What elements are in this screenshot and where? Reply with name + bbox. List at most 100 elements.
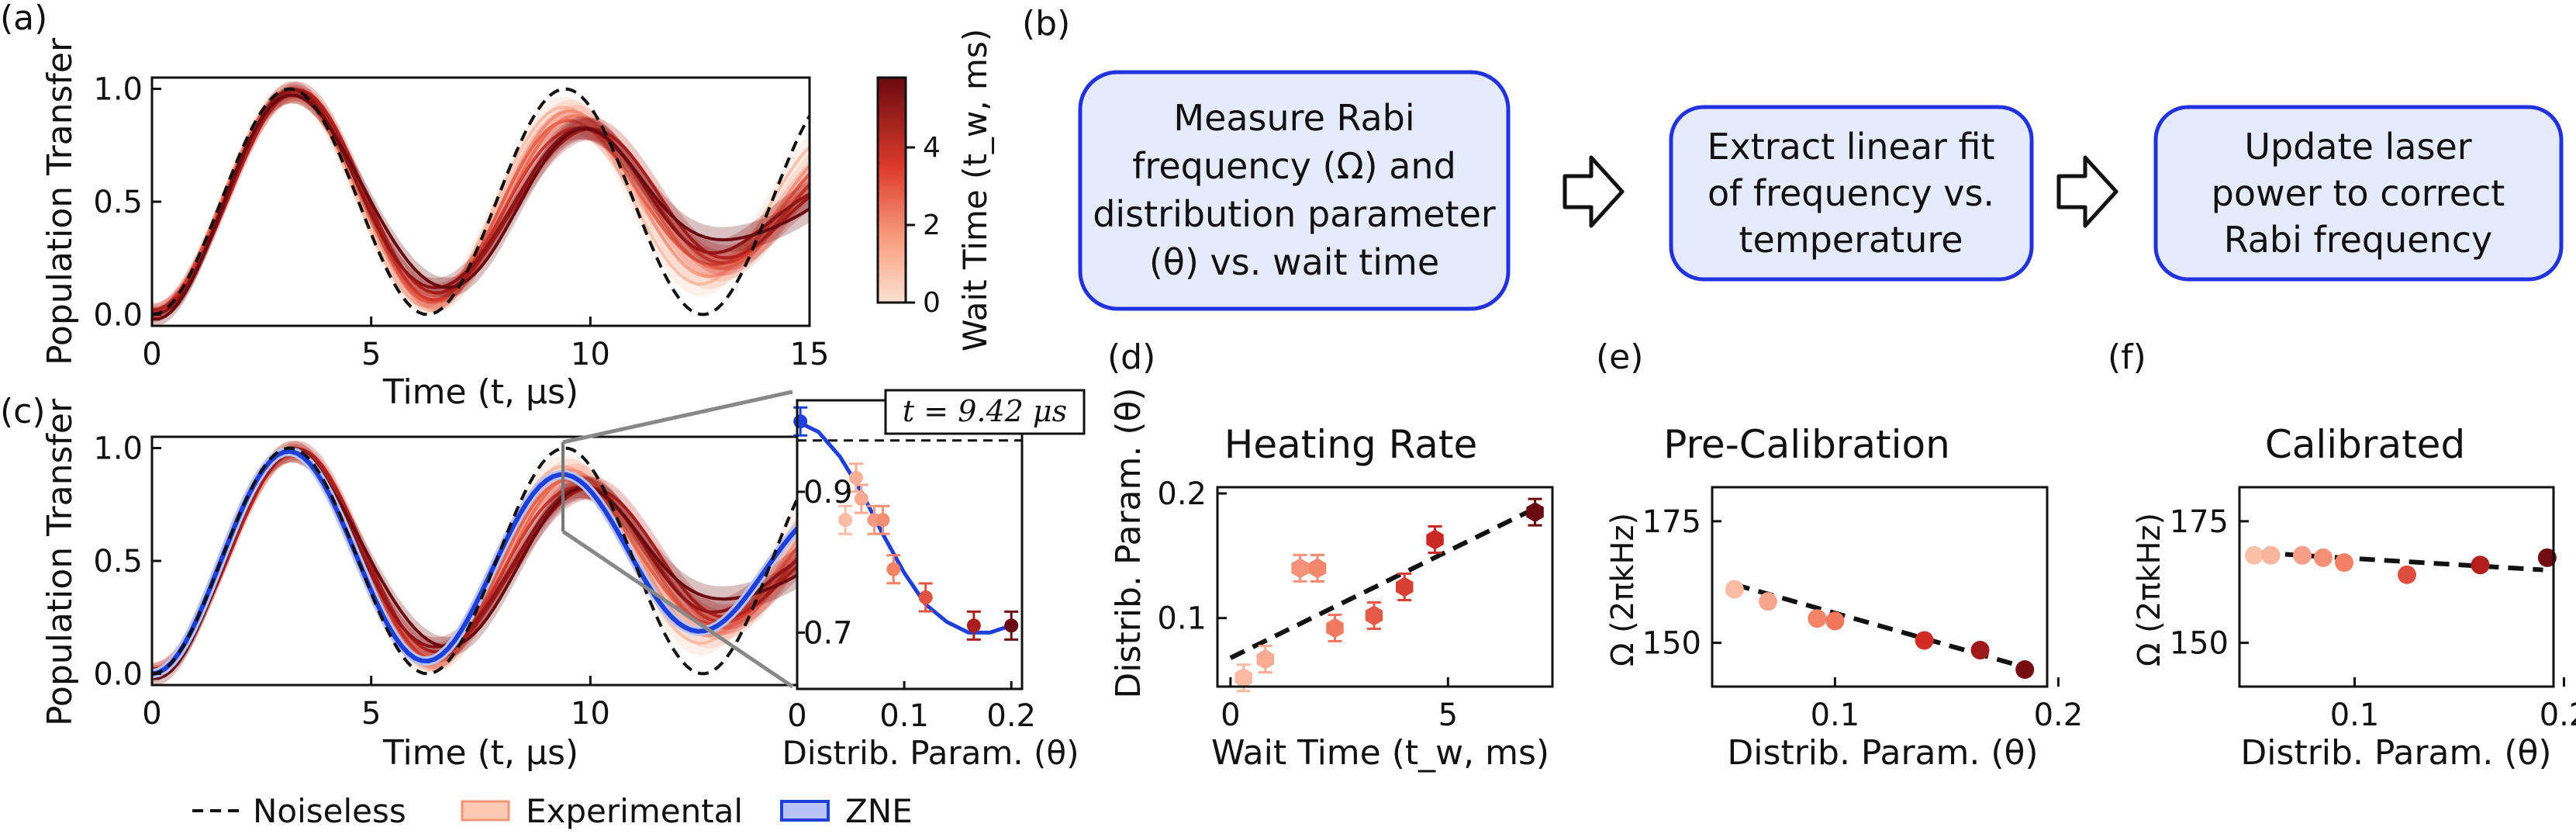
panel-d-ylabel: Distrib. Param. (θ): [1109, 387, 1148, 698]
inset-y-tick-label: 0.9: [803, 475, 853, 510]
noiseless-line: [152, 87, 810, 317]
inset-annotation: t = 9.42 μs: [903, 394, 1067, 428]
y-tick-label: 0.1: [1157, 601, 1207, 637]
data-point: [2398, 565, 2416, 584]
panel-a-ticks: 0 5 10 15 0.0 0.5 1.0: [93, 72, 829, 372]
panel-a-ylabel: Population Transfer: [40, 37, 80, 365]
panel-c: 0 5 10 0.0 0.5 1.0 Time (t, μs) Population Tr…: [40, 398, 811, 773]
inset-x-tick-label: 0: [787, 698, 806, 734]
data-point: [1396, 576, 1414, 597]
y-tick-label: 0.2: [1157, 476, 1207, 512]
inset-point: [838, 513, 853, 528]
data-point: [1308, 558, 1327, 579]
y-tick-label: 175: [1642, 504, 1701, 540]
data-point: [1725, 580, 1744, 599]
panel-d-title: Heating Rate: [1224, 422, 1477, 467]
flow-box-extract-line1: Extract linear fit: [1707, 126, 1994, 168]
inset-x-tick-label: 0.2: [986, 698, 1036, 734]
experimental-band: [152, 442, 810, 682]
flow-box-update-line1: Update laser: [2244, 126, 2471, 168]
data-point: [1234, 667, 1252, 688]
colorbar-gradient: [876, 76, 907, 304]
x-tick-label: 0: [142, 337, 161, 372]
panel-f-plot-area: [2244, 545, 2557, 584]
zoom-guides: [561, 389, 794, 689]
flow-arrow-2: [2056, 155, 2118, 228]
panel-f: Calibrated 0.1 0.2 150 175 Distrib. Param. …: [2132, 422, 2576, 773]
x-tick-label: 0: [1221, 697, 1240, 733]
panel-c-plot-area: [152, 440, 810, 685]
x-tick-label: 0.2: [2540, 697, 2576, 733]
data-point: [1759, 592, 1777, 611]
legend-noiseless: Noiseless: [253, 792, 406, 830]
panel-e-ylabel: Ω (2πkHz): [1605, 513, 1641, 666]
colorbar-tick-0: 0: [923, 287, 941, 319]
experimental-trace: [152, 93, 810, 321]
panel-e: Pre-Calibration 0.1 0.2 150 175 Distrib. Pa…: [1605, 422, 2083, 773]
y-tick-label: 0.0: [93, 297, 143, 333]
flow-box-measure-line1: Measure Rabi: [1173, 97, 1414, 139]
data-point: [2244, 545, 2263, 565]
colorbar: 0 2 4 Wait Time (t_w, ms): [876, 29, 994, 351]
panel-f-ticks: 0.1 0.2 150 175: [2170, 504, 2576, 733]
panel-f-title: Calibrated: [2265, 422, 2465, 467]
inset-point: [966, 618, 981, 633]
flow-box-update-line2: power to correct: [2212, 172, 2505, 214]
inset-point: [854, 492, 868, 507]
panel-d-xlabel: Wait Time (t_w, ms): [1211, 733, 1549, 773]
data-point: [2261, 545, 2281, 565]
panel-d-plot-area: [1229, 497, 1544, 693]
panel-a-plot-area: [152, 81, 810, 326]
y-tick-label: 0.5: [93, 185, 143, 220]
x-tick-label: 5: [361, 337, 381, 372]
panel-label-f: (f): [2108, 337, 2146, 377]
panel-c-ylabel: Population Transfer: [40, 398, 80, 726]
panel-f-frame: [2238, 486, 2555, 688]
panel-label-d: (d): [1107, 337, 1155, 377]
panel-e-frame: [1711, 486, 2049, 688]
panel-a: 0 5 10 15 0.0 0.5 1.0 Time (t, μs) Population …: [40, 37, 829, 412]
data-point: [1526, 502, 1544, 523]
panel-c-ticks: 0 5 10 0.0 0.5 1.0: [93, 431, 609, 732]
x-tick-label: 10: [571, 337, 610, 372]
flow-arrow-1: [1563, 155, 1625, 228]
inset-fit-line: [796, 419, 1012, 635]
x-tick-label: 0.1: [2330, 697, 2380, 733]
legend-zne-swatch: [780, 800, 830, 822]
panel-label-c: (c): [0, 392, 46, 431]
data-point: [1326, 618, 1344, 638]
inset-annotation-box: [884, 389, 1086, 435]
x-tick-label: 0: [142, 696, 161, 732]
inset-point: [1004, 618, 1019, 633]
panel-e-ticks: 0.1 0.2 150 175: [1642, 504, 2084, 733]
panel-f-ylabel: Ω (2πkHz): [2132, 513, 2167, 666]
flow-box-measure: [1078, 70, 1511, 311]
inset-x-tick-label: 0.1: [879, 698, 929, 734]
flow-box-measure-line2: frequency (Ω) and: [1132, 145, 1456, 187]
data-point: [1970, 640, 1990, 659]
inset-point: [848, 470, 863, 485]
data-point: [1256, 649, 1274, 670]
data-point: [1915, 631, 1934, 650]
flow-box-extract: [1669, 105, 2034, 282]
data-point: [1426, 529, 1444, 550]
inset-xlabel: Distrib. Param. (θ): [782, 734, 1079, 772]
x-tick-label: 0.1: [1811, 697, 1860, 733]
panel-label-a: (a): [0, 0, 47, 38]
x-tick-label: 5: [1438, 697, 1458, 733]
y-tick-label: 1.0: [93, 431, 143, 467]
data-point: [1808, 609, 1827, 628]
fit-line: [1229, 506, 1536, 660]
data-point: [1291, 558, 1309, 579]
panel-label-b: (b): [1022, 4, 1070, 43]
y-tick-label: 1.0: [93, 72, 143, 108]
experimental-band: [152, 83, 810, 323]
legend: Noiseless Experimental ZNE: [192, 792, 913, 830]
colorbar-label: Wait Time (t_w, ms): [956, 29, 994, 351]
inset-point: [918, 590, 933, 605]
panel-label-e: (e): [1596, 337, 1643, 377]
data-point: [2335, 553, 2353, 573]
flow-box-extract-line2: of frequency vs.: [1708, 172, 1994, 214]
data-point: [2314, 548, 2333, 567]
